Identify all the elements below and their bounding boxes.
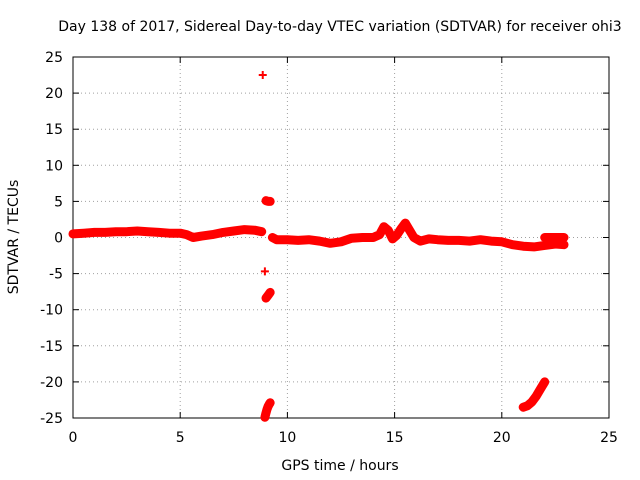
- x-tick-label: 0: [69, 430, 78, 446]
- data-point: [405, 226, 414, 235]
- data-point: [536, 385, 545, 394]
- y-tick-label: -10: [40, 303, 63, 319]
- y-tick-label: 15: [45, 122, 63, 138]
- data-point: [258, 71, 267, 80]
- data-point: [559, 233, 568, 242]
- data-point: [229, 227, 238, 236]
- data-point: [154, 228, 163, 237]
- data-point: [176, 229, 185, 238]
- data-point: [266, 398, 275, 407]
- y-tick-label: -15: [40, 339, 63, 355]
- data-points: [68, 71, 569, 422]
- data-point: [79, 229, 88, 238]
- data-point: [519, 403, 528, 412]
- data-point: [111, 227, 120, 236]
- data-point: [266, 288, 275, 297]
- data-point: [283, 235, 292, 244]
- data-point: [476, 235, 485, 244]
- data-point: [90, 228, 99, 237]
- data-point: [265, 400, 274, 409]
- data-point: [272, 235, 281, 244]
- data-point: [266, 197, 275, 206]
- data-point: [260, 413, 269, 422]
- data-point: [444, 236, 453, 245]
- data-point: [397, 224, 406, 233]
- x-tick-label: 20: [493, 430, 511, 446]
- data-point: [260, 267, 269, 276]
- data-point: [540, 377, 549, 386]
- data-point: [508, 240, 517, 249]
- data-point: [144, 227, 153, 236]
- data-point: [326, 239, 335, 248]
- data-trace: [267, 218, 569, 252]
- y-tick-label: 5: [54, 194, 63, 210]
- data-point: [384, 226, 393, 235]
- data-point: [268, 233, 277, 242]
- axis-ticks: 0 5 10 15 20 25 -25 -20 -15 -10 -5 0 5 10 15 20 25: [40, 50, 618, 446]
- y-tick-label: -5: [49, 267, 63, 283]
- y-axis-label: SDTVAR / TECUs: [6, 180, 22, 295]
- x-tick-label: 15: [386, 430, 404, 446]
- data-point: [133, 227, 142, 236]
- data-point: [416, 237, 425, 246]
- data-point: [347, 234, 356, 243]
- data-point: [529, 242, 538, 251]
- data-point: [379, 222, 388, 231]
- data-point: [519, 242, 528, 251]
- y-tick-label: 0: [54, 231, 63, 247]
- data-point: [523, 401, 532, 410]
- data-point: [559, 240, 568, 249]
- data-point: [527, 398, 536, 407]
- data-trace: [518, 377, 550, 412]
- data-point: [251, 226, 260, 235]
- data-point: [401, 219, 410, 228]
- data-point: [487, 237, 496, 246]
- data-point: [257, 227, 266, 236]
- data-point: [165, 229, 174, 238]
- y-tick-label: 20: [45, 86, 63, 102]
- x-tick-label: 10: [278, 430, 296, 446]
- y-tick-label: 25: [45, 50, 63, 66]
- data-point: [101, 228, 110, 237]
- x-tick-label: 25: [600, 430, 618, 446]
- data-point: [497, 237, 506, 246]
- data-point: [294, 236, 303, 245]
- data-point: [369, 233, 378, 242]
- y-tick-label: 10: [45, 158, 63, 174]
- data-point: [540, 241, 549, 250]
- data-point: [69, 229, 77, 238]
- data-point: [532, 392, 541, 401]
- data-point: [388, 234, 397, 243]
- data-point: [358, 233, 367, 242]
- data-point: [465, 237, 474, 246]
- data-point: [182, 230, 191, 239]
- data-point: [375, 230, 384, 239]
- data-point: [315, 237, 324, 246]
- data-point: [189, 233, 198, 242]
- data-point: [433, 235, 442, 244]
- chart-title: Day 138 of 2017, Sidereal Day-to-day VTE…: [58, 19, 621, 35]
- y-tick-label: -20: [40, 375, 63, 391]
- data-point: [454, 236, 463, 245]
- data-point: [409, 233, 418, 242]
- data-point: [219, 228, 228, 237]
- data-point: [304, 235, 313, 244]
- data-point: [197, 232, 206, 241]
- y-tick-label: -25: [40, 411, 63, 427]
- data-point: [240, 225, 249, 234]
- data-point: [337, 237, 345, 246]
- x-tick-label: 5: [176, 430, 185, 446]
- data-point: [424, 234, 433, 243]
- data-point: [122, 227, 131, 236]
- data-point: [392, 231, 401, 240]
- x-axis-label: GPS time / hours: [281, 458, 398, 474]
- data-point: [208, 230, 217, 239]
